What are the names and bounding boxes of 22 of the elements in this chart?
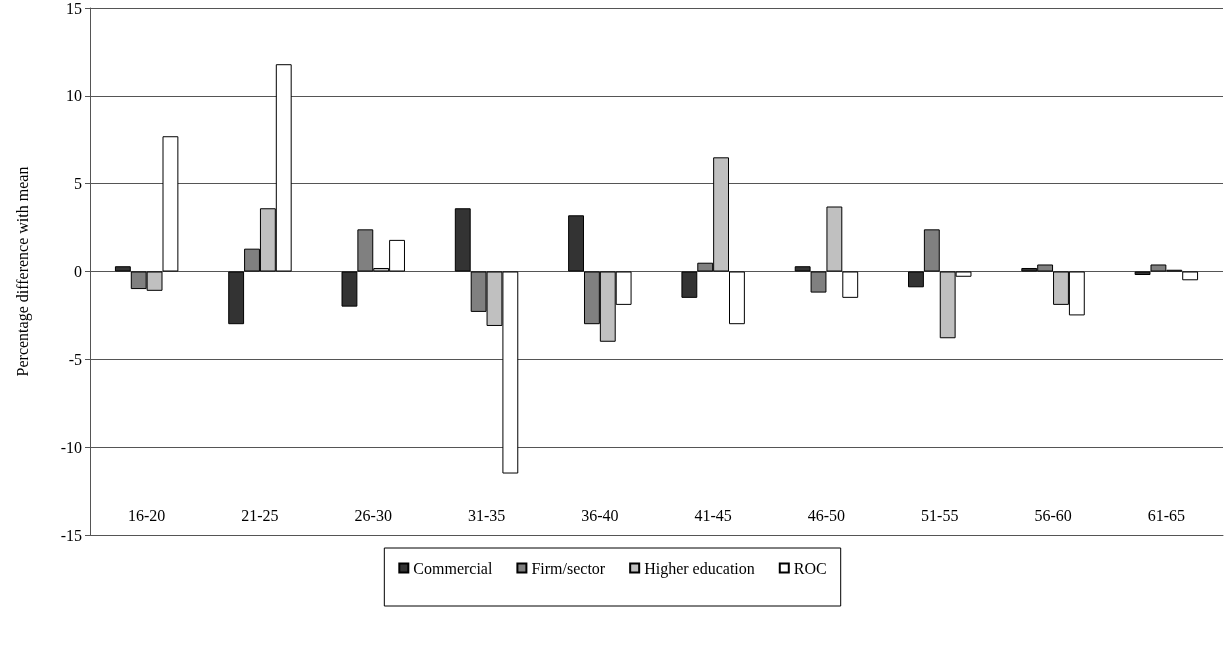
x-tick-label: 61-65 bbox=[1147, 506, 1186, 524]
x-tick-label: 36-40 bbox=[581, 506, 619, 524]
x-tick-label: 41-45 bbox=[694, 506, 732, 524]
legend-label: Higher education bbox=[644, 559, 755, 578]
x-tick-label: 51-55 bbox=[921, 506, 959, 524]
y-tick-label: -15 bbox=[60, 526, 82, 544]
x-tick-label: 56-60 bbox=[1034, 506, 1072, 524]
x-tick-label: 26-30 bbox=[354, 506, 392, 524]
y-axis-title: Percentage difference with mean bbox=[13, 166, 32, 377]
x-tick-label: 31-35 bbox=[467, 506, 506, 524]
y-tick-label: 0 bbox=[74, 263, 82, 280]
y-tick-label: -10 bbox=[60, 438, 82, 456]
x-tick-label: 16-20 bbox=[127, 506, 166, 524]
y-tick-label: 15 bbox=[66, 0, 82, 17]
y-tick-label: -5 bbox=[68, 350, 82, 368]
x-tick-label: 21-25 bbox=[241, 506, 279, 524]
legend-label: Commercial bbox=[413, 559, 493, 577]
legend-label: Firm/sector bbox=[531, 559, 606, 577]
x-tick-label: 46-50 bbox=[807, 506, 846, 524]
legend-label: ROC bbox=[793, 559, 827, 577]
y-tick-label: 10 bbox=[66, 87, 82, 105]
y-tick-label: 5 bbox=[74, 175, 82, 193]
